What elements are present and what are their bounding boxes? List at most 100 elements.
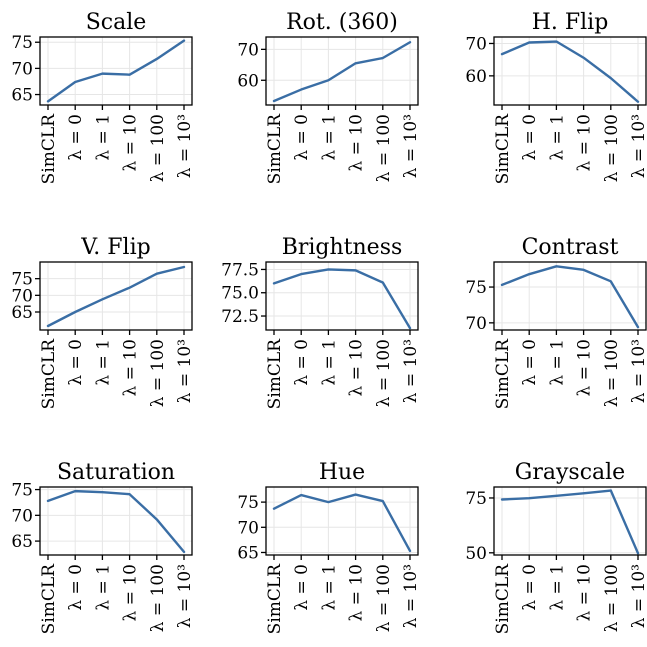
subplot-5: 72.5 75.0 77.5 SimCLR λ = 0 λ = 1 λ = 10 λ = 10… <box>221 235 421 409</box>
y-tick-label: 65 <box>11 532 33 552</box>
subplot-9: 50 75 SimCLR λ = 0 λ = 1 λ = 10 λ = 100 λ = 10³… <box>465 460 647 634</box>
subplot-8: 65 70 75 SimCLR λ = 0 λ = 1 λ = 10 λ = 100 λ = 1… <box>237 460 421 634</box>
x-tick-label: λ = 10 <box>575 564 595 621</box>
plot-frame <box>39 261 193 331</box>
x-tick-label: λ = 0 <box>66 114 86 161</box>
x-tick-label: SimCLR <box>265 338 285 409</box>
subplot-title: H. Flip <box>532 10 609 35</box>
y-tick-label: 70 <box>11 286 33 306</box>
y-tick-label: 70 <box>465 314 487 334</box>
x-tick-label: λ = 10³ <box>175 564 195 628</box>
x-tick-label: λ = 0 <box>292 339 312 386</box>
x-tick-label: λ = 100 <box>148 564 168 632</box>
series-line <box>500 265 640 329</box>
subplot-title: V. Flip <box>80 235 150 260</box>
x-tick-label: SimCLR <box>39 113 59 184</box>
y-tick-label: 70 <box>237 518 259 538</box>
series-line <box>500 40 640 103</box>
x-tick-label: SimCLR <box>265 563 285 634</box>
subplot-3: 60 70 SimCLR λ = 0 λ = 1 λ = 10 λ = 100 λ = 10³… <box>465 10 647 184</box>
x-tick-label: λ = 0 <box>66 339 86 386</box>
x-tick-label: λ = 10 <box>575 114 595 171</box>
series-line <box>272 268 412 330</box>
x-tick-label: λ = 1 <box>547 339 567 386</box>
y-tick-label: 75 <box>465 489 487 509</box>
x-tick-label: SimCLR <box>493 338 513 409</box>
x-tick-label: λ = 100 <box>602 564 622 632</box>
x-tick-label: λ = 10 <box>121 339 141 396</box>
x-tick-label: λ = 0 <box>520 114 540 161</box>
y-tick-label: 60 <box>465 67 487 87</box>
x-tick-label: λ = 100 <box>148 339 168 407</box>
x-tick-label: SimCLR <box>493 113 513 184</box>
subplot-title: Scale <box>86 10 147 35</box>
series-line <box>500 489 640 555</box>
subplot-title: Contrast <box>522 235 619 260</box>
x-tick-label: λ = 100 <box>374 564 394 632</box>
y-tick-label: 65 <box>237 543 259 563</box>
x-tick-label: λ = 0 <box>292 564 312 611</box>
x-tick-label: λ = 100 <box>374 114 394 182</box>
x-tick-label: λ = 10³ <box>401 564 421 628</box>
x-tick-label: λ = 100 <box>602 114 622 182</box>
series-line <box>46 265 186 328</box>
x-tick-label: λ = 10 <box>575 339 595 396</box>
plot-frame <box>493 36 647 106</box>
x-tick-label: λ = 1 <box>93 564 113 611</box>
series-line <box>46 39 186 103</box>
x-tick-label: SimCLR <box>39 563 59 634</box>
x-tick-label: λ = 10 <box>347 564 367 621</box>
x-tick-label: λ = 1 <box>319 339 339 386</box>
x-tick-label: λ = 10³ <box>175 114 195 178</box>
x-tick-label: λ = 100 <box>148 114 168 182</box>
x-tick-label: λ = 0 <box>66 564 86 611</box>
series-line <box>46 489 186 554</box>
subplot-6: 70 75 SimCLR λ = 0 λ = 1 λ = 10 λ = 100 λ = 10³… <box>465 235 647 409</box>
plot-frame <box>493 261 647 331</box>
x-tick-label: λ = 10 <box>121 564 141 621</box>
subplot-title: Saturation <box>57 460 175 485</box>
x-tick-label: λ = 10 <box>347 339 367 396</box>
x-tick-label: λ = 0 <box>520 339 540 386</box>
y-tick-label: 75 <box>465 278 487 298</box>
subplot-2: 60 70 SimCLR λ = 0 λ = 1 λ = 10 λ = 100 λ = 10³… <box>237 10 421 184</box>
y-tick-label: 75 <box>11 270 33 290</box>
x-tick-label: λ = 1 <box>547 564 567 611</box>
y-tick-label: 77.5 <box>221 260 259 280</box>
x-tick-label: λ = 1 <box>93 114 113 161</box>
subplot-title: Brightness <box>282 235 403 260</box>
y-tick-label: 75 <box>11 33 33 53</box>
x-tick-label: λ = 10³ <box>629 339 647 403</box>
y-tick-label: 75 <box>11 481 33 501</box>
x-tick-label: λ = 10 <box>347 114 367 171</box>
y-tick-label: 65 <box>11 303 33 323</box>
y-tick-label: 60 <box>237 71 259 91</box>
y-tick-label: 70 <box>11 59 33 79</box>
x-tick-label: λ = 10³ <box>629 114 647 178</box>
plot-frame <box>39 36 193 106</box>
plot-frame <box>39 486 193 556</box>
subplot-title: Hue <box>319 460 365 485</box>
y-tick-label: 72.5 <box>221 307 259 327</box>
subplot-7: 65 70 75 SimCLR λ = 0 λ = 1 λ = 10 λ = 100 λ = 1… <box>11 460 195 634</box>
plot-frame <box>493 486 647 556</box>
x-tick-label: λ = 0 <box>292 114 312 161</box>
series-line <box>272 41 412 103</box>
x-tick-label: SimCLR <box>265 113 285 184</box>
plot-frame <box>265 261 419 331</box>
x-tick-label: λ = 1 <box>547 114 567 161</box>
x-tick-label: λ = 100 <box>374 339 394 407</box>
x-tick-label: λ = 10³ <box>175 339 195 403</box>
x-tick-label: λ = 1 <box>93 339 113 386</box>
subplot-1: 65 70 75 SimCLR λ = 0 λ = 1 λ = 10 λ = 100 λ = 1… <box>11 10 195 184</box>
y-tick-label: 75.0 <box>221 284 259 304</box>
x-tick-label: λ = 0 <box>520 564 540 611</box>
series-line <box>272 493 412 553</box>
x-tick-label: λ = 100 <box>602 339 622 407</box>
y-tick-label: 50 <box>465 544 487 564</box>
y-tick-label: 70 <box>465 34 487 54</box>
x-tick-label: λ = 1 <box>319 114 339 161</box>
subplot-title: Grayscale <box>515 460 625 485</box>
